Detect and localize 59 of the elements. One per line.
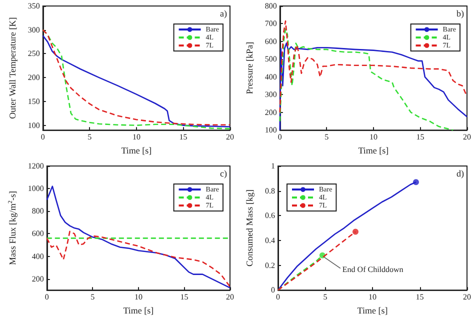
x-tick-label: 10 (134, 292, 142, 302)
y-tick-label: 400 (264, 72, 277, 82)
x-tick-label: 10 (369, 132, 378, 142)
y-tick-label: 0.8 (265, 186, 275, 196)
x-axis-title: Time [s] (358, 146, 389, 156)
y-tick-label: 0.4 (265, 236, 275, 245)
x-tick-label: 5 (324, 132, 329, 142)
x-axis-title: Time [s] (123, 306, 154, 316)
y-tick-label: 600 (32, 229, 44, 238)
x-tick-label: 15 (416, 132, 424, 142)
y-tick-label: 800 (32, 206, 44, 216)
x-tick-label: 20 (226, 132, 234, 142)
y-axis-title: Outer Wall Temperature [K] (8, 17, 18, 119)
x-axis-title: Time [s] (121, 146, 152, 156)
y-tick-label: 800 (264, 2, 277, 10)
y-tick-label: 100 (264, 126, 277, 135)
line-series (279, 20, 468, 114)
y-tick-label: 0.2 (265, 260, 275, 270)
y-tick-label: 350 (28, 2, 40, 10)
x-tick-label: 15 (416, 292, 424, 302)
annotation: End Of Childdown (342, 264, 404, 274)
y-axis-title: Consumed Mass [kg] (244, 190, 254, 267)
x-tick-label: 5 (88, 132, 92, 142)
annotation: d) (456, 168, 464, 178)
x-tick-label: 20 (226, 292, 234, 302)
y-tick-label: 200 (28, 73, 40, 82)
y-tick-label: 500 (264, 54, 277, 64)
x-tick-label: 20 (463, 132, 471, 142)
y-tick-label: 300 (28, 25, 40, 34)
y-tick-label: 150 (28, 96, 40, 106)
x-axis-title: Time [s] (357, 306, 388, 316)
y-tick-label: 200 (32, 274, 44, 284)
x-tick-label: 15 (179, 132, 188, 142)
y-tick-label: 250 (28, 49, 40, 58)
annotation: c) (220, 168, 228, 178)
line-series (46, 230, 231, 288)
y-tick-label: 0 (271, 286, 275, 295)
y-tick-label: 300 (264, 90, 277, 100)
x-tick-label: 10 (368, 292, 376, 302)
annotation: b) (456, 8, 464, 18)
annotation: a) (220, 8, 228, 18)
y-tick-label: 1 (271, 162, 275, 170)
y-tick-label: 700 (264, 19, 277, 28)
x-tick-label: 15 (180, 292, 188, 302)
y-tick-label: 200 (264, 108, 277, 117)
y-tick-label: 1000 (28, 184, 44, 194)
y-tick-label: 100 (28, 120, 40, 130)
x-tick-label: 5 (323, 292, 328, 302)
y-axis-title: Pressure [kPa] (244, 42, 254, 94)
line-series (46, 186, 231, 288)
y-tick-label: 600 (264, 36, 277, 46)
y-tick-label: 1200 (28, 162, 44, 170)
x-tick-label: 5 (90, 292, 95, 302)
y-tick-label: 0.6 (265, 211, 275, 220)
y-tick-label: 400 (32, 252, 44, 261)
x-tick-label: 20 (463, 292, 471, 302)
line-series (279, 28, 454, 131)
point (352, 228, 358, 235)
x-tick-label: 10 (132, 132, 140, 142)
